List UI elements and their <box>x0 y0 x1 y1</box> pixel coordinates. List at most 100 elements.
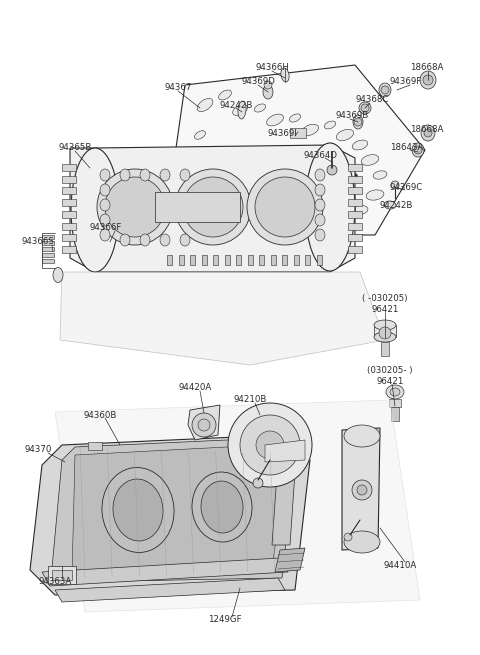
Ellipse shape <box>412 143 424 157</box>
Text: 94369B: 94369B <box>336 111 369 121</box>
Text: 94365B: 94365B <box>58 143 92 153</box>
Ellipse shape <box>201 481 243 533</box>
Circle shape <box>252 155 257 160</box>
Bar <box>190 255 195 265</box>
Polygon shape <box>72 445 285 575</box>
Text: (030205- ): (030205- ) <box>367 365 413 375</box>
Ellipse shape <box>140 169 150 181</box>
Ellipse shape <box>233 206 247 214</box>
Bar <box>389 399 401 407</box>
Text: 18668A: 18668A <box>410 64 444 73</box>
Circle shape <box>357 485 367 495</box>
Text: 94420A: 94420A <box>179 383 212 392</box>
Circle shape <box>327 165 337 175</box>
Text: 1249GF: 1249GF <box>208 616 242 624</box>
Ellipse shape <box>281 68 289 82</box>
Ellipse shape <box>315 169 325 181</box>
Circle shape <box>198 419 210 431</box>
Bar <box>348 234 362 241</box>
Text: 94367: 94367 <box>164 83 192 92</box>
Ellipse shape <box>352 206 368 215</box>
Text: 94242B: 94242B <box>380 200 413 210</box>
Polygon shape <box>70 145 355 272</box>
Bar <box>348 164 362 171</box>
Ellipse shape <box>160 234 170 246</box>
Text: 94370: 94370 <box>24 445 52 455</box>
Polygon shape <box>342 428 380 550</box>
Circle shape <box>292 162 298 166</box>
Ellipse shape <box>100 199 110 211</box>
Circle shape <box>424 129 432 137</box>
Bar <box>270 452 280 458</box>
Bar <box>62 187 76 195</box>
Text: 94369F: 94369F <box>390 77 422 86</box>
Ellipse shape <box>374 332 396 342</box>
Bar <box>305 255 311 265</box>
Bar <box>248 255 253 265</box>
Text: 94366H: 94366H <box>255 64 289 73</box>
Circle shape <box>306 178 310 182</box>
Circle shape <box>240 415 300 475</box>
Circle shape <box>228 403 312 487</box>
Polygon shape <box>155 192 240 222</box>
Circle shape <box>183 177 243 237</box>
Bar <box>213 255 218 265</box>
Text: 94363A: 94363A <box>38 578 72 586</box>
Polygon shape <box>218 218 312 232</box>
Ellipse shape <box>71 148 119 272</box>
Bar <box>348 223 362 229</box>
Ellipse shape <box>218 90 231 100</box>
Circle shape <box>296 176 300 180</box>
Circle shape <box>273 157 277 162</box>
Polygon shape <box>55 578 285 602</box>
Ellipse shape <box>336 130 354 141</box>
Bar <box>374 325 396 337</box>
Ellipse shape <box>192 148 204 156</box>
Ellipse shape <box>333 211 347 219</box>
Text: 94368C: 94368C <box>355 96 388 105</box>
Bar <box>179 255 183 265</box>
Ellipse shape <box>315 199 325 211</box>
Circle shape <box>352 174 358 179</box>
Ellipse shape <box>100 169 110 181</box>
Bar <box>42 235 54 239</box>
Circle shape <box>302 164 308 168</box>
Ellipse shape <box>361 155 379 165</box>
Bar <box>290 128 306 138</box>
Ellipse shape <box>315 184 325 196</box>
Bar <box>42 259 54 263</box>
Ellipse shape <box>366 190 384 200</box>
Text: 96421: 96421 <box>376 377 404 386</box>
Text: 94369C: 94369C <box>390 183 423 193</box>
Bar <box>271 255 276 265</box>
Ellipse shape <box>353 115 363 129</box>
Circle shape <box>379 327 391 339</box>
Bar <box>348 187 362 195</box>
Ellipse shape <box>202 181 214 189</box>
Ellipse shape <box>192 472 252 542</box>
Circle shape <box>323 168 327 172</box>
Ellipse shape <box>214 196 226 204</box>
Polygon shape <box>275 548 305 572</box>
Ellipse shape <box>301 124 319 136</box>
Bar <box>62 176 76 183</box>
Ellipse shape <box>238 101 246 119</box>
Ellipse shape <box>197 98 213 111</box>
Circle shape <box>97 169 173 245</box>
Ellipse shape <box>180 169 190 181</box>
Bar <box>317 255 322 265</box>
Circle shape <box>361 104 369 112</box>
Ellipse shape <box>344 425 380 447</box>
Circle shape <box>333 170 337 174</box>
Polygon shape <box>30 435 310 595</box>
Ellipse shape <box>324 121 336 129</box>
Polygon shape <box>55 400 420 612</box>
Polygon shape <box>265 440 305 462</box>
Ellipse shape <box>100 184 110 196</box>
Ellipse shape <box>113 479 163 541</box>
Ellipse shape <box>266 114 283 126</box>
Circle shape <box>354 118 362 126</box>
Circle shape <box>286 174 290 178</box>
Circle shape <box>352 480 372 500</box>
Circle shape <box>255 177 315 237</box>
